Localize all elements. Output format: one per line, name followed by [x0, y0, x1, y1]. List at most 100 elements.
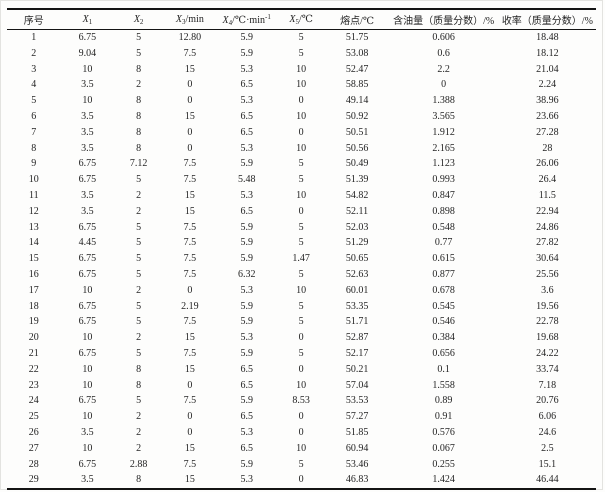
- table-cell: 1.47: [292, 253, 310, 265]
- table-row: 1 6.75 5 12.80 5.9 5 51.75 0.606 18.48: [7, 30, 596, 46]
- table-cell: 0.847: [432, 189, 455, 201]
- table-cell: 0: [298, 126, 304, 138]
- table-cell: 0: [298, 95, 304, 107]
- table-cell: 5.9: [240, 253, 253, 265]
- table-body: 1 6.75 5 12.80 5.9 5 51.75 0.606 18.48 2 9.04 5 7.5 5…: [7, 30, 596, 490]
- table-row: 4 3.5 2 0 6.5 10 58.85 0 2.24: [7, 77, 596, 93]
- table-cell: 5.3: [240, 332, 253, 344]
- table-cell: 6.75: [78, 253, 97, 265]
- table-cell: 50.65: [345, 253, 369, 265]
- table-cell: 52.11: [346, 205, 369, 217]
- table-cell: 53.46: [345, 458, 369, 470]
- table-cell: 6.5: [240, 411, 253, 423]
- table-cell: 2: [136, 411, 142, 423]
- table-row: 29 3.5 8 15 5.3 0 46.83 1.424 46.44: [7, 472, 596, 489]
- table-cell: 0: [187, 379, 193, 391]
- table-cell: 5: [136, 47, 142, 59]
- table-cell: 50.49: [345, 158, 369, 170]
- table-cell: 8: [136, 474, 142, 486]
- table-cell: 5: [298, 237, 304, 249]
- table-cell: 15: [184, 63, 195, 75]
- table-cell: 5: [298, 458, 304, 470]
- table-cell: 1.424: [432, 474, 455, 486]
- table-header: 序号 X1 X2 X3/min X4/℃·min-1 X5/℃ 熔点/℃ 含油量（质量分数）/…: [7, 9, 596, 30]
- table-cell: 5: [136, 395, 142, 407]
- table-cell: 0.546: [432, 316, 455, 328]
- table-cell: 23.66: [536, 110, 559, 122]
- table-cell: 15: [184, 332, 195, 344]
- table-cell: 6.75: [78, 221, 97, 233]
- table-row: 20 10 2 15 5.3 0 52.87 0.384 19.68: [7, 330, 596, 346]
- table-cell: 18: [28, 300, 39, 312]
- table-cell: 58.85: [345, 79, 369, 91]
- table-cell: 15: [184, 205, 195, 217]
- table-cell: 5.9: [240, 47, 253, 59]
- table-cell: 2: [136, 426, 142, 438]
- table-cell: 0.6: [437, 47, 450, 59]
- table-cell: 0.656: [432, 347, 455, 359]
- table-row: 13 6.75 5 7.5 5.9 5 52.03 0.548 24.86: [7, 220, 596, 236]
- table-cell: 3: [31, 63, 37, 75]
- table-cell: 3.5: [81, 110, 94, 122]
- table-cell: 8: [136, 379, 142, 391]
- table-cell: 33.74: [536, 363, 559, 375]
- table-cell: 10: [296, 189, 307, 201]
- table-cell: 7.5: [183, 458, 197, 470]
- table-cell: 8.53: [292, 395, 310, 407]
- table-cell: 0: [298, 205, 304, 217]
- table-cell: 7.5: [183, 158, 197, 170]
- table-cell: 3.5: [81, 79, 94, 91]
- table-cell: 53.53: [345, 395, 369, 407]
- table-cell: 7.5: [183, 316, 197, 328]
- table-cell: 5: [136, 32, 142, 43]
- table-cell: 0.1: [437, 363, 450, 375]
- column-header-8: 含油量（质量分数）/%: [388, 9, 499, 30]
- table-cell: 6.32: [237, 268, 256, 280]
- table-cell: 0.77: [434, 237, 453, 249]
- table-cell: 10: [296, 142, 307, 154]
- table-cell: 18.12: [536, 47, 559, 59]
- table-cell: 7.5: [183, 47, 197, 59]
- table-cell: 12: [28, 205, 39, 217]
- table-cell: 9.04: [78, 47, 97, 59]
- table-cell: 21: [28, 347, 39, 359]
- table-cell: 29: [28, 474, 39, 486]
- table-cell: 6.5: [240, 379, 253, 391]
- table-cell: 15.1: [538, 458, 557, 470]
- header-row: 序号 X1 X2 X3/min X4/℃·min-1 X5/℃ 熔点/℃ 含油量（质量分数）/…: [7, 9, 596, 30]
- table-cell: 0: [187, 142, 193, 154]
- table-cell: 10: [82, 63, 93, 75]
- table-cell: 57.27: [345, 411, 369, 423]
- table-cell: 3.6: [541, 284, 554, 296]
- table-cell: 2.165: [432, 142, 455, 154]
- table-cell: 5: [136, 253, 142, 265]
- table-cell: 46.83: [345, 474, 369, 486]
- table-cell: 2: [136, 189, 142, 201]
- table-cell: 5.9: [240, 395, 253, 407]
- table-cell: 6.5: [240, 79, 253, 91]
- table-cell: 10: [296, 284, 307, 296]
- table-cell: 0: [441, 79, 447, 91]
- table-row: 24 6.75 5 7.5 5.9 8.53 53.53 0.89 20.76: [7, 393, 596, 409]
- table-row: 3 10 8 15 5.3 10 52.47 2.2 21.04: [7, 62, 596, 78]
- table-cell: 5: [136, 268, 142, 280]
- table-cell: 0: [298, 411, 304, 423]
- table-row: 15 6.75 5 7.5 5.9 1.47 50.65 0.615 30.64: [7, 251, 596, 267]
- table-cell: 7.5: [183, 395, 197, 407]
- table-cell: 22.94: [536, 205, 559, 217]
- table-cell: 24: [28, 395, 39, 407]
- table-cell: 9: [31, 158, 37, 170]
- table-cell: 19.68: [536, 332, 559, 344]
- table-cell: 5: [136, 237, 142, 249]
- table-cell: 10: [82, 379, 93, 391]
- table-cell: 18.48: [536, 32, 559, 43]
- table-cell: 57.04: [345, 379, 369, 391]
- table-cell: 11.5: [538, 189, 556, 201]
- table-cell: 5: [136, 316, 142, 328]
- table-cell: 5: [136, 221, 142, 233]
- column-header-7: 熔点/℃: [325, 9, 389, 30]
- table-cell: 53.08: [345, 47, 369, 59]
- table-cell: 50.56: [345, 142, 369, 154]
- table-cell: 10: [82, 284, 93, 296]
- table-cell: 20.76: [536, 395, 559, 407]
